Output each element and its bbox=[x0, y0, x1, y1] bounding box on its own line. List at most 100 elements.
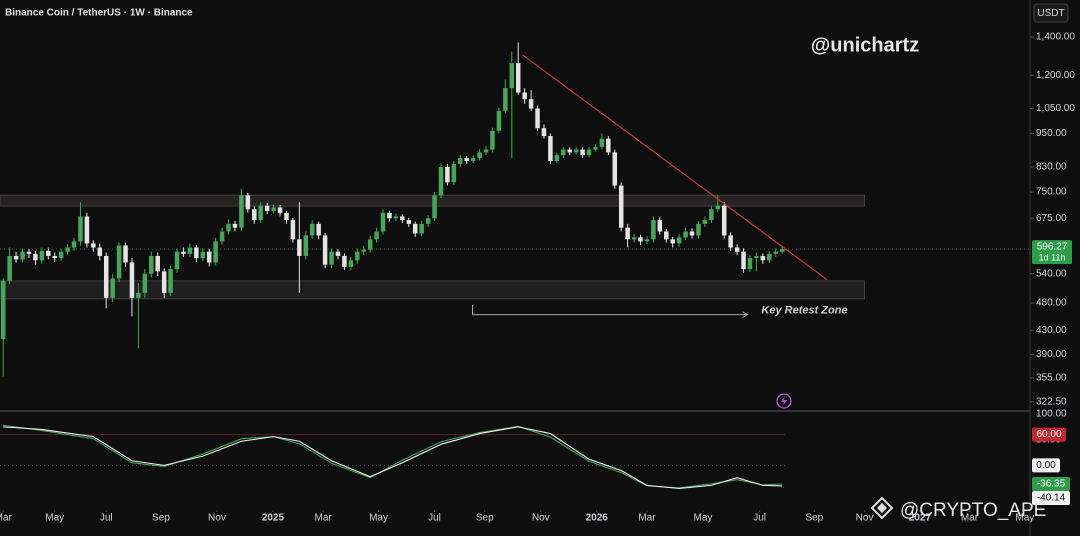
candle-body bbox=[747, 258, 753, 270]
annotation-label: Key Retest Zone bbox=[761, 305, 847, 317]
candle-body bbox=[110, 278, 115, 298]
candle-body bbox=[161, 271, 167, 293]
candle-body bbox=[58, 251, 64, 259]
candle-body bbox=[400, 216, 405, 221]
candle-body bbox=[380, 212, 386, 232]
candle-body bbox=[657, 220, 663, 232]
alert-icon[interactable] bbox=[776, 393, 792, 409]
candle-body bbox=[277, 207, 283, 213]
candle-body bbox=[438, 166, 444, 196]
candle-body bbox=[509, 63, 515, 89]
candle-body bbox=[174, 251, 180, 270]
candle-body bbox=[599, 138, 605, 147]
candle-body bbox=[309, 223, 315, 236]
candle-body bbox=[258, 205, 263, 221]
y-tick-label: 390.00 bbox=[1036, 349, 1067, 360]
candle-body bbox=[245, 195, 251, 210]
candle-body bbox=[367, 239, 373, 250]
footer-logo bbox=[870, 496, 894, 520]
currency-button[interactable] bbox=[1033, 3, 1069, 23]
candle-body bbox=[573, 149, 579, 153]
candle-body bbox=[181, 251, 186, 254]
candle-body bbox=[541, 128, 547, 136]
candle-body bbox=[65, 247, 70, 252]
candle-body bbox=[728, 235, 733, 248]
candle-body bbox=[515, 63, 521, 93]
y-tick-label: 750.00 bbox=[1036, 187, 1067, 198]
y-tick-label: 60.00 bbox=[1036, 429, 1061, 440]
annotation-arrow bbox=[472, 305, 749, 319]
indicator-line bbox=[3, 426, 783, 490]
candle-body bbox=[46, 250, 51, 256]
candle-body bbox=[644, 239, 650, 242]
candle-body bbox=[33, 253, 38, 261]
candle-body bbox=[709, 209, 714, 221]
candle-body bbox=[168, 269, 173, 293]
candle-body bbox=[387, 212, 392, 219]
indicator-line bbox=[3, 424, 783, 489]
price-tag-value: 596.27 bbox=[1037, 242, 1068, 253]
alert-bolt[interactable] bbox=[781, 396, 787, 406]
candle-body bbox=[271, 207, 276, 212]
last-value-label: -36.35 bbox=[1037, 479, 1066, 490]
trendline bbox=[522, 54, 828, 281]
candle-body bbox=[374, 231, 379, 240]
candle-body bbox=[760, 255, 766, 261]
level-tag bbox=[1032, 427, 1066, 442]
candle-body bbox=[528, 99, 534, 109]
candle-body bbox=[490, 130, 495, 150]
x-tick-label: Mar bbox=[315, 513, 333, 524]
candle-body bbox=[97, 247, 103, 256]
candle-body bbox=[683, 231, 688, 238]
candle-body bbox=[264, 205, 270, 212]
candle-body bbox=[149, 255, 154, 274]
y-tick-label: 1,200.00 bbox=[1036, 70, 1075, 81]
candle-body bbox=[91, 243, 96, 248]
price-tag bbox=[1032, 240, 1072, 265]
candle-body bbox=[335, 251, 341, 256]
candle-body bbox=[342, 255, 347, 267]
candle-body bbox=[290, 220, 296, 240]
y-tick-label: 1,050.00 bbox=[1036, 103, 1075, 114]
x-tick-label: 2027 bbox=[909, 513, 932, 524]
candle-body bbox=[0, 280, 6, 340]
candle-body bbox=[689, 231, 695, 236]
candle-body bbox=[39, 250, 45, 261]
candle-body bbox=[638, 237, 643, 242]
candle-body bbox=[419, 223, 424, 234]
y-tick-label: 540.00 bbox=[1036, 268, 1067, 279]
y-tick-label: 322.50 bbox=[1036, 396, 1067, 407]
x-tick-label: Mar bbox=[638, 513, 656, 524]
y-tick-label: 675.00 bbox=[1036, 213, 1067, 224]
candle-body bbox=[213, 241, 218, 263]
candle-body bbox=[561, 149, 566, 156]
candle-body bbox=[522, 92, 527, 100]
x-tick-label: Sep bbox=[476, 513, 494, 524]
candle-body bbox=[116, 245, 122, 279]
candle-body bbox=[779, 249, 785, 252]
candle-body bbox=[226, 223, 231, 232]
x-tick-label: Nov bbox=[856, 513, 874, 524]
candle-body bbox=[361, 249, 366, 252]
candle-body bbox=[52, 255, 57, 259]
candle-body bbox=[464, 158, 469, 161]
candle-body bbox=[496, 110, 502, 131]
candle-body bbox=[412, 223, 418, 234]
x-tick-label: Sep bbox=[805, 513, 823, 524]
candle-body bbox=[445, 166, 450, 183]
candle-body bbox=[773, 251, 778, 254]
currency-label[interactable]: USDT bbox=[1037, 8, 1064, 19]
x-tick-label: May bbox=[45, 513, 64, 524]
candle-body bbox=[670, 239, 675, 244]
chart-title: Binance Coin / TetherUS · 1W · Binance bbox=[5, 8, 193, 19]
candle-body bbox=[187, 247, 193, 254]
candle-body bbox=[696, 223, 701, 236]
x-tick-label: May bbox=[1015, 513, 1034, 524]
x-tick-label: May bbox=[694, 513, 713, 524]
y-tick-label: 100.00 bbox=[1036, 409, 1067, 420]
candle-body bbox=[84, 216, 90, 244]
candle-body bbox=[741, 251, 746, 270]
